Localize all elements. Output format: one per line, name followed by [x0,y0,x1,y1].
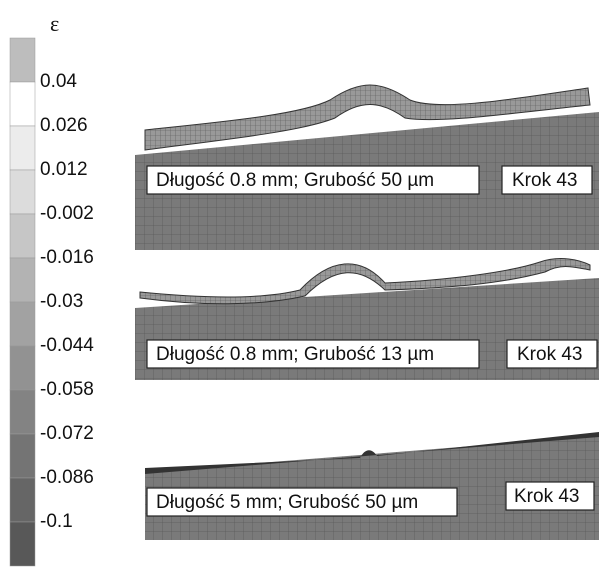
panel: Długość 0.8 mm; Grubość 13 µm Krok 43 [135,259,599,380]
colorbar-segment [10,522,35,566]
colorbar-label: -0.002 [40,203,94,224]
colorbar-segment [10,38,35,82]
colorbar-label: -0.03 [40,291,83,312]
colorbar-segment [10,126,35,170]
panel-label: Długość 0.8 mm; Grubość 50 µm [156,170,434,191]
panel-step: Krok 43 [517,344,582,365]
colorbar-segment [10,214,35,258]
figure: ε 0.04 0.026 0.012 -0.002 -0.016 -0.03 -0.044 -… [0,0,599,573]
colorbar-segment [10,478,35,522]
panel-label: Długość 0.8 mm; Grubość 13 µm [156,344,434,365]
colorbar-label: 0.026 [40,115,88,136]
colorbar-segment [10,258,35,302]
colorbar-label: -0.058 [40,379,94,400]
colorbar [10,38,35,566]
colorbar-label: 0.012 [40,159,88,180]
colorbar-segment [10,390,35,434]
colorbar-label: -0.044 [40,335,94,356]
colorbar-segment [10,434,35,478]
colorbar-label: 0.04 [40,71,77,92]
colorbar-label: -0.072 [40,423,94,444]
colorbar-segment [10,346,35,390]
panel: Długość 5 mm; Grubość 50 µm Krok 43 [145,432,599,540]
colorbar-segment [10,82,35,126]
colorbar-segment [10,170,35,214]
legend-symbol: ε [50,11,59,36]
colorbar-labels: 0.04 0.026 0.012 -0.002 -0.016 -0.03 -0.044 -0.… [40,71,94,532]
colorbar-segment [10,302,35,346]
colorbar-label: -0.086 [40,467,94,488]
panel-label: Długość 5 mm; Grubość 50 µm [156,492,418,513]
colorbar-label: -0.1 [40,511,73,532]
panel: Długość 0.8 mm; Grubość 50 µm Krok 43 [135,85,599,250]
panel-step: Krok 43 [514,486,579,507]
panel-step: Krok 43 [512,170,577,191]
colorbar-label: -0.016 [40,247,94,268]
